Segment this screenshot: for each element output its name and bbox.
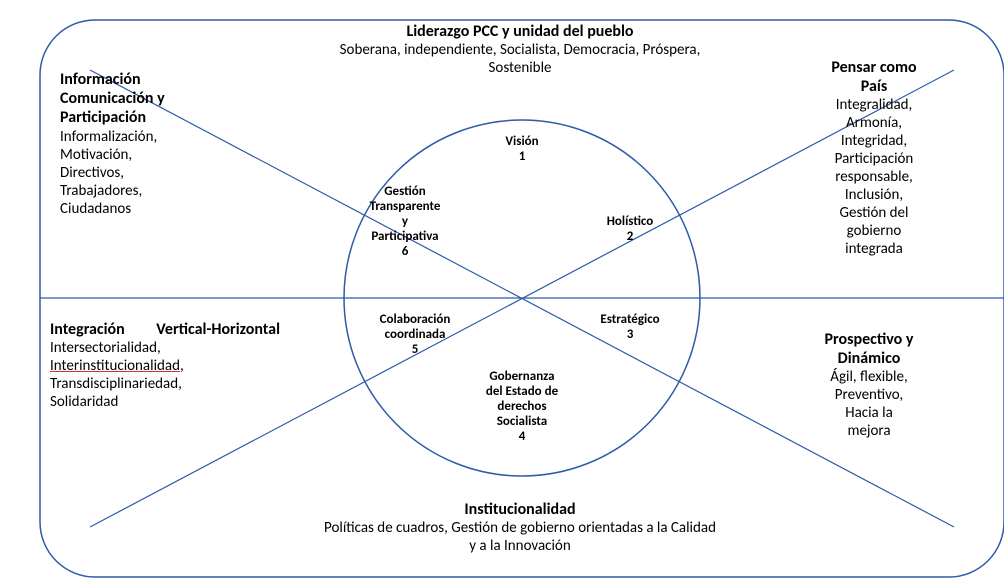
inner-s4: Gobernanzadel Estado dederechosSocialist… [452,370,592,445]
diagram-root: Liderazgo PCC y unidad del pueblo Sobera… [20,10,984,567]
inner-s2: Holístico2 [580,215,680,245]
outer-bottom-sub: Políticas de cuadros, Gestión de gobiern… [320,519,720,555]
inner-s3: Estratégico3 [580,313,680,343]
outer-top: Liderazgo PCC y unidad del pueblo Sobera… [320,22,720,77]
outer-top-right-title: Pensar comoPaís [804,58,944,96]
outer-bottom-left: Integración Vertical-Horizontal Intersec… [50,320,280,411]
outer-bottom-right-title: Prospectivo yDinámico [794,330,944,368]
outer-bottom-left-sub: Intersectorialidad,Interinstitucionalida… [50,339,280,411]
outer-bottom-right: Prospectivo yDinámico Ágil, flexible,Pre… [794,330,944,440]
inner-s6: GestiónTransparenteyParticipativa6 [345,185,465,260]
outer-bottom-right-sub: Ágil, flexible,Preventivo,Hacia lamejora [794,368,944,440]
outer-bottom-left-title: Integración Vertical-Horizontal [50,320,280,339]
inner-s1: Visión1 [472,135,572,165]
outer-top-left: InformaciónComunicación yParticipación I… [60,70,230,218]
outer-bottom-title: Institucionalidad [320,500,720,519]
inner-s5: Colaboracióncoordinada5 [360,313,470,358]
outer-top-title: Liderazgo PCC y unidad del pueblo [320,22,720,41]
outer-top-left-sub: Informalización,Motivación,Directivos,Tr… [60,128,230,218]
outer-top-right: Pensar comoPaís Integralidad,Armonía,Int… [804,58,944,258]
outer-top-sub: Soberana, independiente, Socialista, Dem… [320,41,720,77]
outer-top-left-title: InformaciónComunicación yParticipación [60,70,230,128]
outer-top-right-sub: Integralidad,Armonía,Integridad,Particip… [804,96,944,258]
outer-bottom: Institucionalidad Políticas de cuadros, … [320,500,720,555]
